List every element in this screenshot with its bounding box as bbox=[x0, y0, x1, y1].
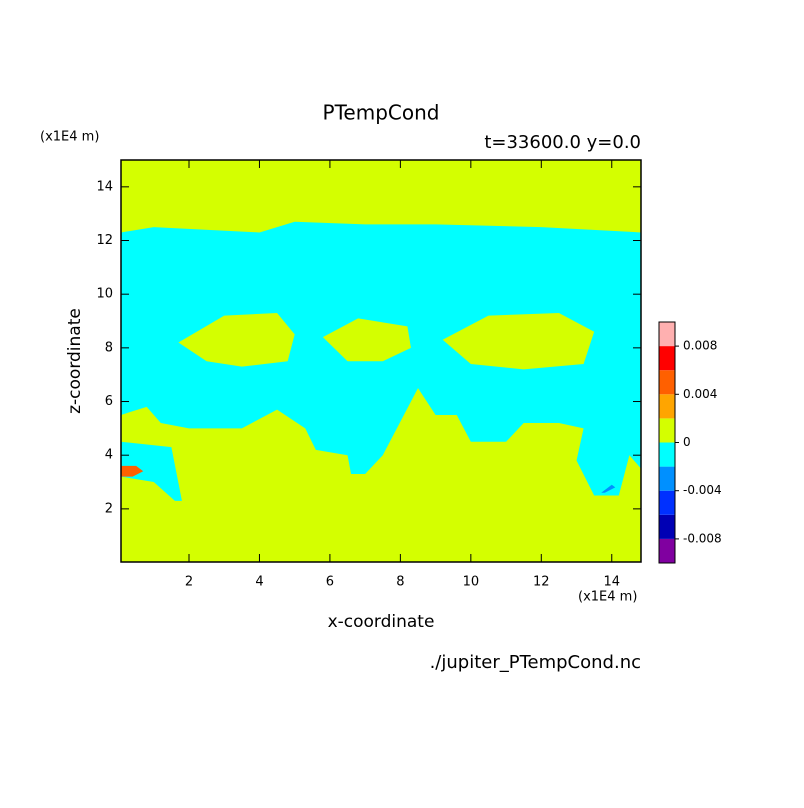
colorbar-tick-label: -0.008 bbox=[683, 531, 722, 545]
y-axis-label: z-coordinate bbox=[65, 308, 85, 414]
x-tick-label: 12 bbox=[533, 575, 550, 590]
colorbar-tick-label: -0.004 bbox=[683, 483, 722, 497]
x-unit: (x1E4 m) bbox=[578, 590, 637, 605]
colorbar-bin bbox=[659, 322, 675, 347]
y-tick-label: 10 bbox=[96, 287, 113, 302]
x-tick-label: 10 bbox=[463, 575, 480, 590]
contour-region bbox=[601, 484, 616, 493]
colorbar-bin bbox=[659, 394, 675, 419]
x-axis-label: x-coordinate bbox=[328, 612, 435, 632]
chart-title: PTempCond bbox=[323, 101, 440, 125]
colorbar-bin bbox=[659, 418, 675, 443]
colorbar-bin bbox=[659, 466, 675, 491]
contour-region bbox=[322, 318, 411, 362]
colorbar-tick-label: 0.008 bbox=[683, 339, 717, 353]
x-tick-label: 8 bbox=[396, 575, 404, 590]
colorbar-bin bbox=[659, 442, 675, 467]
y-tick-label: 6 bbox=[105, 394, 113, 409]
plot-frame bbox=[120, 159, 642, 563]
y-tick-label: 12 bbox=[96, 233, 113, 248]
colorbar-tick-label: 0 bbox=[683, 435, 691, 449]
y-unit: (x1E4 m) bbox=[40, 130, 99, 145]
contour-region bbox=[178, 312, 295, 367]
contour-region bbox=[121, 465, 144, 477]
x-tick-label: 4 bbox=[255, 575, 263, 590]
contour-region bbox=[442, 312, 595, 370]
chart-subtitle: t=33600.0 y=0.0 bbox=[484, 132, 641, 153]
x-tick-label: 6 bbox=[326, 575, 334, 590]
colorbar-bin bbox=[659, 514, 675, 539]
y-tick-label: 2 bbox=[105, 501, 113, 516]
colorbar-bin bbox=[659, 346, 675, 371]
colorbar-bin bbox=[659, 490, 675, 515]
source-label: ./jupiter_PTempCond.nc bbox=[430, 652, 641, 673]
colorbar-tick-label: 0.004 bbox=[683, 387, 717, 401]
x-tick-label: 2 bbox=[185, 575, 193, 590]
y-tick-label: 14 bbox=[96, 179, 113, 194]
y-tick-label: 4 bbox=[105, 448, 113, 463]
colorbar-bin bbox=[659, 370, 675, 395]
x-tick-label: 14 bbox=[603, 575, 620, 590]
colorbar-bin bbox=[659, 538, 675, 563]
y-tick-label: 8 bbox=[105, 340, 113, 355]
